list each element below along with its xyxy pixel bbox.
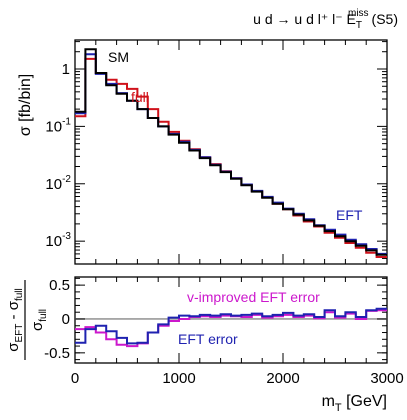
x-tick-label: 2000 — [266, 370, 299, 387]
main-y-tick-label: 10-2 — [45, 174, 71, 193]
ratio-y-numerator: σEFT - σfull — [5, 288, 25, 352]
main-series-group — [75, 48, 387, 258]
x-tick-label: 0 — [71, 370, 79, 387]
v-improved-eft-error-annotation: v-improved EFT error — [187, 289, 320, 305]
sm-annotation: SM — [108, 49, 129, 65]
series-line-eft-error — [75, 307, 387, 345]
x-tick-label: 3000 — [370, 370, 403, 387]
ratio-y-tick-label: 0 — [62, 311, 70, 328]
ratio-series-group — [75, 307, 387, 348]
series-line-sm — [75, 48, 387, 256]
x-tick-label: 1000 — [162, 370, 195, 387]
main-y-axis-label: σ [fb/bin] — [17, 74, 34, 136]
main-plot-frame — [74, 39, 388, 265]
ratio-y-tick-label: 0.5 — [49, 277, 70, 294]
main-axis-ticks: 1 10-1 10-2 10-3 — [45, 40, 388, 265]
ratio-y-denominator: σfull — [29, 309, 49, 331]
eft-annotation: EFT — [336, 207, 363, 223]
main-y-tick-label: 10-1 — [45, 116, 71, 135]
main-panel: 1 10-1 10-2 10-3 σ [fb/bin] SM full EFT — [17, 39, 388, 265]
main-y-tick-label: 1 — [62, 61, 70, 78]
x-axis-label: mT [GeV] — [322, 393, 387, 414]
eft-error-annotation: EFT error — [178, 331, 238, 347]
ratio-y-axis-label: σEFT - σfull σfull — [5, 280, 49, 360]
full-annotation: full — [131, 89, 149, 105]
ratio-plot-frame — [74, 276, 388, 364]
ratio-y-tick-label: -0.5 — [44, 345, 70, 362]
main-y-tick-label: 10-3 — [45, 231, 71, 250]
chart-title: u d → u d l⁺ l⁻ ETmiss (S5) — [253, 8, 398, 31]
